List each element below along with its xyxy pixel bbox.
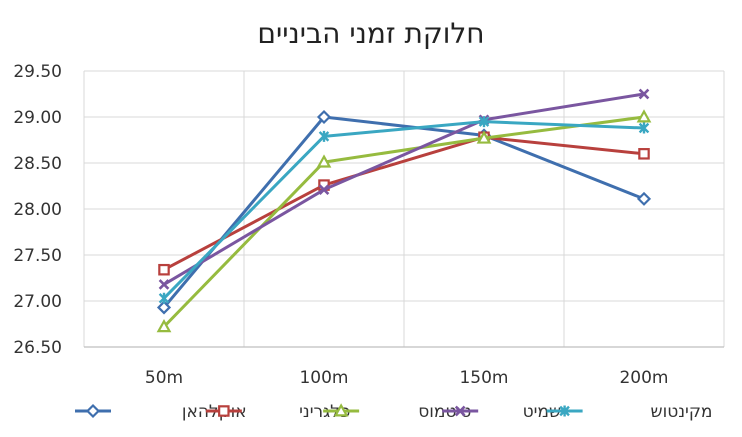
data-point-triangle xyxy=(316,154,332,168)
series-layer xyxy=(156,88,652,333)
data-point-triangle xyxy=(333,403,349,417)
legend-item: מקינטוש xyxy=(546,402,713,422)
data-point-diamond xyxy=(156,300,172,315)
x-tick-label: 200m xyxy=(619,368,668,388)
series-line xyxy=(162,135,646,272)
data-point-square xyxy=(218,405,230,417)
x-tick-label: 50m xyxy=(145,368,183,388)
y-tick-label: 26.50 xyxy=(13,338,62,358)
data-point-x xyxy=(454,405,466,417)
data-point-star xyxy=(158,292,170,304)
legend: אוקלהאןפלגריניטיטמוסשמיטמקינטוש xyxy=(75,402,712,422)
series-line xyxy=(162,92,646,286)
y-tick-label: 28.00 xyxy=(13,200,62,220)
data-point-star xyxy=(478,116,490,128)
series-line xyxy=(162,115,646,309)
series-3 xyxy=(156,109,652,333)
data-point-square xyxy=(638,148,650,160)
y-tick-label: 29.00 xyxy=(13,108,62,128)
data-point-star xyxy=(559,405,570,417)
data-point-diamond xyxy=(85,403,101,419)
gridlines xyxy=(83,70,725,347)
legend-item: שמיט xyxy=(442,402,561,422)
x-tick-label: 150m xyxy=(459,368,508,388)
data-point-triangle xyxy=(636,109,652,123)
series-5 xyxy=(158,116,650,304)
axes: 26.50 27.00 27.50 28.00 28.50 29.00 29.50 50m 10… xyxy=(13,62,724,388)
data-point-x xyxy=(158,279,170,290)
y-tick-label: 28.50 xyxy=(13,154,62,174)
data-point-star xyxy=(638,122,650,134)
x-tick-label: 100m xyxy=(299,368,348,388)
data-point-diamond xyxy=(636,191,652,206)
data-point-x xyxy=(638,88,650,100)
y-tick-label: 29.50 xyxy=(13,62,62,82)
chart-title: חלוקת זמני הביניים xyxy=(257,17,484,50)
series-line xyxy=(162,120,646,300)
data-point-x xyxy=(318,184,330,195)
data-point-triangle xyxy=(156,318,172,333)
data-point-triangle xyxy=(476,130,492,144)
legend-label: שמיט xyxy=(523,402,561,422)
data-point-square xyxy=(158,263,170,276)
y-tick-label: 27.50 xyxy=(13,246,62,266)
y-tick-label: 27.00 xyxy=(13,292,62,312)
series-1 xyxy=(156,109,652,315)
data-point-star xyxy=(318,130,330,142)
series-line xyxy=(162,115,646,329)
data-point-diamond xyxy=(316,109,332,125)
legend-label: מקינטוש xyxy=(651,402,713,422)
